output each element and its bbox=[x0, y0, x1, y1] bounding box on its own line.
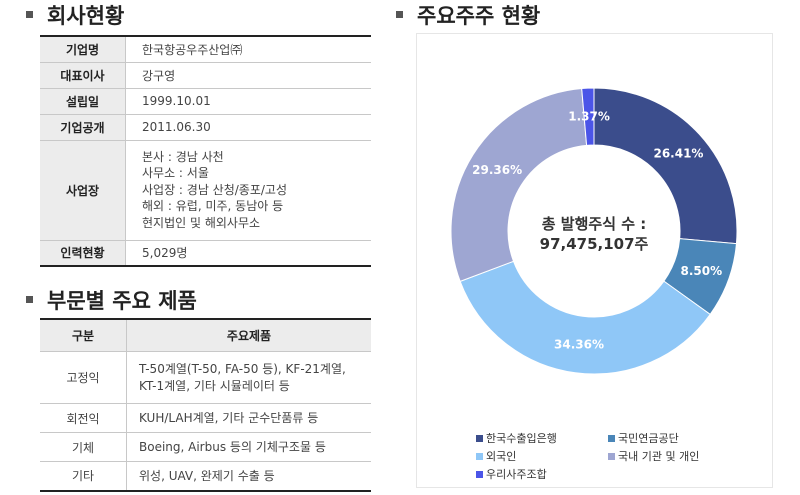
legend-swatch bbox=[608, 434, 615, 442]
site-line: 본사 : 경남 사천 bbox=[142, 149, 224, 164]
site-line: 사업장 : 경남 산청/종포/고성 bbox=[142, 182, 288, 197]
row-key: 기업명 bbox=[40, 36, 126, 63]
products-row: 고정익 T-50계열(T-50, FA-50 등), KF-21계열, KT-1… bbox=[40, 351, 371, 404]
products-table: 구분 주요제품 고정익 T-50계열(T-50, FA-50 등), KF-21… bbox=[40, 318, 371, 492]
company-row: 기업공개 2011.06.30 bbox=[40, 114, 371, 141]
legend-label: 한국수출입은행 bbox=[486, 432, 557, 445]
legend-label: 외국인 bbox=[486, 450, 517, 463]
legend-item: 국내 기관 및 개인 bbox=[608, 448, 699, 464]
donut-slice bbox=[581, 87, 595, 146]
product-line: T-50계열(T-50, FA-50 등), KF-21계열, bbox=[139, 362, 346, 376]
product-line: KT-1계열, 기타 시뮬레이터 등 bbox=[139, 378, 290, 393]
donut-slice bbox=[459, 260, 711, 375]
legend-label: 국민연금공단 bbox=[618, 432, 679, 445]
product-line: Boeing, Airbus 등의 기체구조물 등 bbox=[139, 439, 326, 454]
row-division: 고정익 bbox=[40, 351, 127, 404]
company-row: 대표이사 강구영 bbox=[40, 62, 371, 89]
shareholders-section-title: 주요주주 현황 bbox=[396, 0, 540, 30]
donut-slice bbox=[593, 87, 738, 245]
row-value-multiline: 본사 : 경남 사천 사무소 : 서울 사업장 : 경남 산청/종포/고성 해외… bbox=[125, 140, 371, 241]
legend-swatch bbox=[476, 434, 483, 442]
company-row: 사업장 본사 : 경남 사천 사무소 : 서울 사업장 : 경남 산청/종포/고… bbox=[40, 140, 371, 241]
donut-chart: 26.41% 8.50% 34.36% 29.36% 1.37% 총 발행주식 수 : 97… bbox=[450, 87, 738, 375]
site-line: 현지법인 및 해외사무소 bbox=[142, 215, 261, 230]
row-value: 강구영 bbox=[125, 62, 371, 89]
legend-item: 우리사주조합 bbox=[476, 466, 547, 482]
row-products: T-50계열(T-50, FA-50 등), KF-21계열, KT-1계열, … bbox=[126, 351, 371, 404]
row-key: 인력현황 bbox=[40, 240, 126, 267]
row-products: Boeing, Airbus 등의 기체구조물 등 bbox=[126, 432, 371, 462]
company-row: 기업명 한국항공우주산업㈜ bbox=[40, 36, 371, 63]
products-header-row: 구분 주요제품 bbox=[40, 319, 371, 352]
shareholders-title-text: 주요주주 현황 bbox=[417, 4, 541, 28]
row-value: 2011.06.30 bbox=[125, 114, 371, 141]
row-value: 한국항공우주산업㈜ bbox=[125, 36, 371, 63]
legend-item: 외국인 bbox=[476, 448, 516, 464]
row-key: 대표이사 bbox=[40, 62, 126, 89]
product-line: 위성, UAV, 완제기 수출 등 bbox=[139, 468, 275, 483]
products-row: 회전익 KUH/LAH계열, 기타 군수단품류 등 bbox=[40, 403, 371, 433]
row-key: 사업장 bbox=[40, 140, 126, 241]
center-text: 97,475,107주 bbox=[540, 235, 649, 253]
legend-swatch bbox=[608, 452, 615, 460]
company-info-table: 기업명 한국항공우주산업㈜ 대표이사 강구영 설립일 1999.10.01 기업… bbox=[40, 35, 371, 267]
company-row: 설립일 1999.10.01 bbox=[40, 88, 371, 115]
legend-item: 국민연금공단 bbox=[608, 430, 679, 446]
row-division: 회전익 bbox=[40, 403, 127, 433]
company-title-text: 회사현황 bbox=[47, 4, 125, 28]
bullet-icon bbox=[396, 10, 403, 18]
company-section-title: 회사현황 bbox=[26, 0, 124, 30]
row-value: 5,029명 bbox=[125, 240, 371, 267]
legend-swatch bbox=[476, 470, 483, 478]
header-division: 구분 bbox=[40, 319, 127, 352]
bullet-icon bbox=[26, 295, 33, 303]
products-row: 기타 위성, UAV, 완제기 수출 등 bbox=[40, 461, 371, 491]
site-line: 해외 : 유럽, 미주, 동남아 등 bbox=[142, 199, 284, 214]
slice-label: 8.50% bbox=[681, 264, 723, 278]
slice-label: 26.41% bbox=[653, 147, 703, 161]
products-section-title: 부문별 주요 제품 bbox=[26, 285, 197, 315]
center-text: 총 발행주식 수 : bbox=[542, 215, 646, 233]
slice-label: 34.36% bbox=[554, 338, 604, 352]
legend-swatch bbox=[476, 452, 483, 460]
slice-label: 29.36% bbox=[472, 163, 522, 177]
donut-slice bbox=[450, 87, 588, 283]
products-title-text: 부문별 주요 제품 bbox=[47, 289, 197, 313]
bullet-icon bbox=[26, 10, 33, 18]
legend-item: 한국수출입은행 bbox=[476, 430, 557, 446]
row-key: 설립일 bbox=[40, 88, 126, 115]
row-products: 위성, UAV, 완제기 수출 등 bbox=[126, 461, 371, 491]
product-line: KUH/LAH계열, 기타 군수단품류 등 bbox=[139, 410, 319, 425]
row-value: 1999.10.01 bbox=[125, 88, 371, 115]
row-key: 기업공개 bbox=[40, 114, 126, 141]
row-products: KUH/LAH계열, 기타 군수단품류 등 bbox=[126, 403, 371, 433]
slice-label: 1.37% bbox=[568, 110, 610, 124]
row-division: 기타 bbox=[40, 461, 127, 491]
company-row: 인력현황 5,029명 bbox=[40, 240, 371, 267]
row-division: 기체 bbox=[40, 432, 127, 462]
site-line: 사무소 : 서울 bbox=[142, 166, 209, 181]
products-row: 기체 Boeing, Airbus 등의 기체구조물 등 bbox=[40, 432, 371, 462]
legend-label: 국내 기관 및 개인 bbox=[618, 450, 700, 463]
shareholder-chart-panel: 26.41% 8.50% 34.36% 29.36% 1.37% 총 발행주식 수 : 97… bbox=[416, 33, 773, 488]
legend-label: 우리사주조합 bbox=[486, 468, 547, 481]
header-products: 주요제품 bbox=[126, 319, 371, 352]
